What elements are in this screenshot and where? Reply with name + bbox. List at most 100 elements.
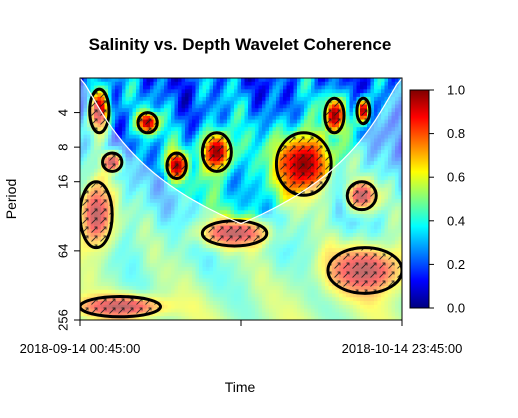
heat-cell xyxy=(129,278,134,283)
heat-cell xyxy=(395,240,400,245)
heat-cell xyxy=(269,85,274,90)
heat-cell xyxy=(97,134,102,140)
heat-cell xyxy=(164,259,169,264)
heat-cell xyxy=(160,164,165,170)
heat-cell xyxy=(164,195,169,200)
heat-cell xyxy=(181,142,186,147)
heat-cell xyxy=(192,195,197,200)
heat-cell xyxy=(188,161,193,166)
heat-cell xyxy=(255,217,260,223)
heat-cell xyxy=(367,157,372,162)
heat-cell xyxy=(223,130,228,136)
heat-cell xyxy=(276,93,281,98)
heat-cell xyxy=(262,81,267,87)
heat-cell xyxy=(192,89,197,94)
heat-cell xyxy=(174,282,179,287)
heat-cell xyxy=(87,244,92,249)
heat-cell xyxy=(300,93,305,98)
heat-cell xyxy=(195,119,200,124)
heat-cell xyxy=(279,248,284,253)
heat-cell xyxy=(195,217,200,223)
heat-cell xyxy=(332,142,337,147)
heat-cell xyxy=(398,244,402,249)
heat-cell xyxy=(318,81,323,87)
heat-cell xyxy=(230,270,235,276)
heat-cell xyxy=(122,100,127,106)
heat-cell xyxy=(220,214,225,219)
heat-cell xyxy=(342,78,347,83)
heat-cell xyxy=(108,248,113,253)
heat-cell xyxy=(115,149,120,155)
heat-cell xyxy=(118,96,123,102)
heat-cell xyxy=(314,255,319,261)
heat-cell xyxy=(118,168,123,174)
heat-cell xyxy=(234,89,239,94)
heat-cell xyxy=(304,119,309,124)
heat-cell xyxy=(230,89,235,94)
heat-cell xyxy=(206,191,211,196)
heat-cell xyxy=(227,119,232,124)
heat-cell xyxy=(132,282,137,287)
heat-cell xyxy=(80,146,85,151)
heat-cell xyxy=(391,115,396,121)
heat-cell xyxy=(188,199,193,204)
heat-cell xyxy=(265,100,270,106)
heat-cell xyxy=(150,206,155,211)
heat-cell xyxy=(269,127,274,132)
heat-cell xyxy=(136,142,141,147)
heat-cell xyxy=(384,221,389,227)
heat-cell xyxy=(314,78,319,83)
heat-cell xyxy=(346,206,351,211)
heat-cell xyxy=(258,164,263,170)
heat-cell xyxy=(146,153,151,159)
heat-cell xyxy=(237,161,242,166)
heat-cell xyxy=(188,236,193,242)
heat-cell xyxy=(251,199,256,204)
heat-cell xyxy=(227,191,232,196)
heat-cell xyxy=(146,206,151,211)
heat-cell xyxy=(311,119,316,124)
heat-cell xyxy=(132,176,137,181)
heat-cell xyxy=(241,263,246,268)
heat-cell xyxy=(202,251,207,257)
heat-cell xyxy=(307,115,312,121)
heat-cell xyxy=(129,191,134,196)
heat-cell xyxy=(171,263,176,268)
heat-cell xyxy=(262,108,267,113)
heat-cell xyxy=(220,96,225,102)
heat-cell xyxy=(108,172,113,177)
heat-cell xyxy=(181,127,186,132)
heat-cell xyxy=(202,274,207,280)
heat-cell xyxy=(216,206,221,211)
heat-cell xyxy=(185,229,190,234)
heat-cell xyxy=(94,81,99,87)
heat-cell xyxy=(332,202,337,208)
heat-cell xyxy=(349,153,354,159)
heat-cell xyxy=(216,244,221,249)
heat-cell xyxy=(143,270,148,276)
heat-cell xyxy=(167,206,172,211)
heat-cell xyxy=(265,221,270,227)
heat-cell xyxy=(290,112,295,117)
heat-cell xyxy=(356,157,361,162)
heat-cell xyxy=(195,115,200,121)
heat-cell xyxy=(139,81,144,87)
heat-cell xyxy=(272,115,277,121)
heat-cell xyxy=(304,229,309,234)
heat-cell xyxy=(297,85,302,90)
heat-cell xyxy=(349,229,354,234)
heat-cell xyxy=(230,93,235,98)
heat-cell xyxy=(213,187,218,193)
heat-cell xyxy=(108,278,113,283)
heat-cell xyxy=(391,78,396,83)
heat-cell xyxy=(83,176,88,181)
heat-cell xyxy=(381,130,386,136)
heat-cell xyxy=(258,191,263,196)
heat-cell xyxy=(230,142,235,147)
heat-cell xyxy=(332,176,337,181)
heat-cell xyxy=(258,180,263,185)
heat-cell xyxy=(279,206,284,211)
heat-cell xyxy=(108,85,113,90)
heat-cell xyxy=(398,146,402,151)
heat-cell xyxy=(391,236,396,242)
